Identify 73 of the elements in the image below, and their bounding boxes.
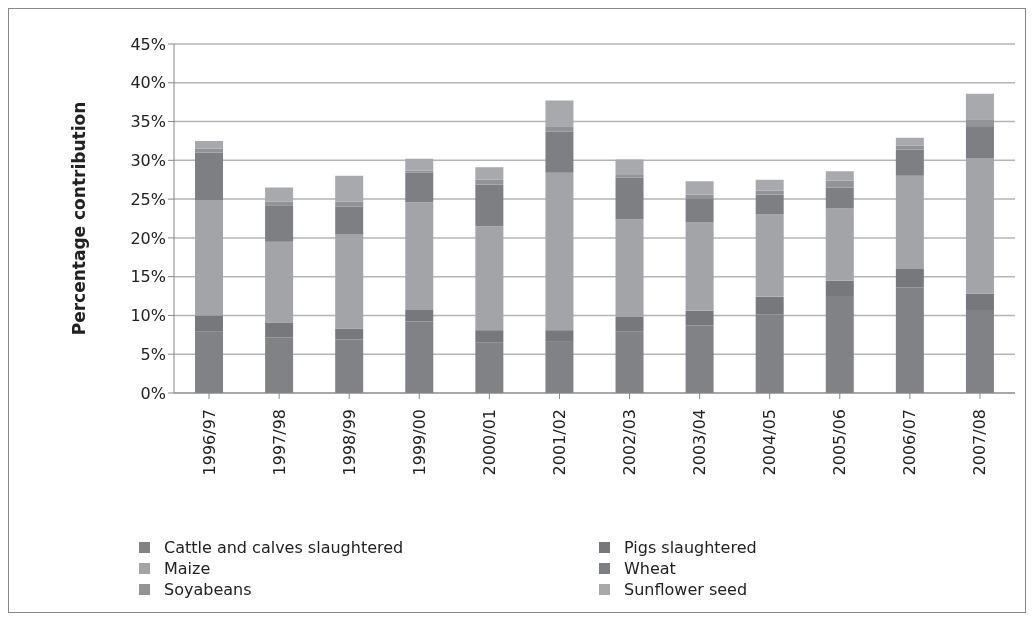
y-tick-label: 35% [130,112,166,132]
bar [965,126,994,159]
bar [195,152,224,200]
bar [895,137,924,146]
bar [685,181,714,195]
x-tick-label: 2006/07 [900,409,920,476]
bar [685,222,714,311]
y-tick-label: 15% [130,267,166,287]
bar [615,159,644,176]
x-tick-label: 2002/03 [620,409,640,476]
x-tick-label: 2001/02 [549,409,569,476]
bar [615,177,644,220]
legend-label: Cattle and calves slaughtered [164,538,404,557]
bar [965,93,994,120]
legend-label: Pigs slaughtered [624,538,757,557]
bar [265,241,294,323]
x-tick-label: 2007/08 [970,409,990,476]
y-axis-title: Percentage contribution [69,101,90,336]
bar [755,214,784,297]
bar [475,167,504,180]
x-tick-label: 1999/00 [409,409,429,476]
legend-label: Soyabeans [164,580,252,599]
x-tick-label: 2000/01 [479,409,499,476]
bar [545,100,574,127]
y-tick-label: 10% [130,306,166,326]
bar [405,158,434,171]
x-tick-label: 2004/05 [760,409,780,476]
bar [825,180,854,188]
legend-label: Wheat [624,559,676,578]
y-tick-label: 20% [130,228,166,248]
x-tick-label: 2005/06 [830,409,850,476]
bar [195,199,224,316]
bar [265,187,294,202]
x-tick-label: 1998/99 [339,409,359,476]
bar [195,140,224,149]
bar [965,158,994,294]
y-tick-label: 30% [130,151,166,171]
bar [335,201,364,207]
legend-label: Maize [164,559,211,578]
bar [545,126,574,132]
y-tick-label: 40% [130,73,166,93]
bar [825,171,854,181]
x-tick-label: 1997/98 [269,409,289,476]
bar [405,172,434,203]
bar [475,226,504,331]
bar [825,187,854,209]
bar [615,219,644,317]
y-tick-label: 45% [130,34,166,54]
x-tick-label: 1996/97 [199,409,219,476]
bar [335,234,364,329]
bar [475,184,504,227]
bar [685,199,714,223]
bar [265,201,294,206]
y-tick-label: 5% [140,344,166,364]
bar [545,131,574,173]
bar [545,172,574,331]
bar [895,149,924,176]
bar [685,194,714,200]
bar [265,205,294,242]
y-tick-label: 0% [140,383,166,403]
bar [195,148,224,153]
bar [405,202,434,311]
bar [405,170,434,173]
bar [755,179,784,191]
legend-label: Sunflower seed [624,580,748,599]
bar [335,175,364,202]
bar [755,194,784,215]
x-tick-label: 2003/04 [690,409,710,476]
bar [965,119,994,127]
bar [335,206,364,235]
y-tick-label: 25% [130,189,166,209]
bar [895,175,924,269]
bar [825,208,854,281]
